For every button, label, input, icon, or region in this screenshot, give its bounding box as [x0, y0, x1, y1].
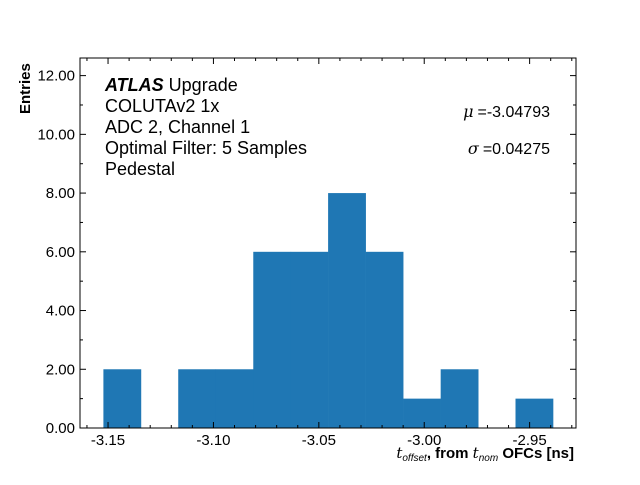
- histogram-bar: [290, 251, 329, 428]
- y-tick-label: 2.00: [46, 361, 75, 378]
- ticks: -3.15 -3.10 -3.05 -3.00 -2.95 0.00 2.00 4.00 6.0…: [37, 58, 576, 449]
- sigma-label: σ =0.04275: [468, 139, 550, 158]
- x-tick-label: -3.05: [302, 432, 336, 449]
- y-tick-label: 6.00: [46, 244, 75, 261]
- annotation-line: Pedestal: [105, 159, 175, 179]
- histogram-bar: [103, 369, 142, 428]
- mean-label: μ =-3.04793: [463, 102, 550, 121]
- x-tick-label: -2.95: [513, 432, 547, 449]
- atlas-label: ATLAS Upgrade: [104, 75, 238, 95]
- histogram-bar: [515, 398, 554, 428]
- histogram-bar: [328, 193, 366, 428]
- histogram-bar: [365, 251, 404, 428]
- x-tick-label: -3.10: [196, 432, 230, 449]
- annotation-line: ADC 2, Channel 1: [105, 117, 250, 137]
- x-tick-label: -3.00: [407, 432, 441, 449]
- annotation-line: COLUTAv2 1x: [105, 96, 219, 116]
- y-tick-label: 0.00: [46, 420, 75, 437]
- x-tick-label: -3.15: [91, 432, 125, 449]
- plot-frame: [79, 57, 577, 429]
- bars: [103, 193, 554, 428]
- y-tick-label: 8.00: [46, 185, 75, 202]
- histogram-bar: [178, 369, 217, 428]
- y-tick-label: 12.00: [37, 68, 75, 85]
- annotation-line: Optimal Filter: 5 Samples: [105, 138, 307, 158]
- y-tick-label: 4.00: [46, 303, 75, 320]
- histogram-bar: [253, 251, 292, 428]
- y-axis-label: Entries: [17, 63, 34, 114]
- histogram-bar: [215, 369, 254, 428]
- x-axis-label: toffset, from tnom OFCs [ns]: [396, 444, 574, 464]
- histogram-bar: [440, 369, 479, 428]
- y-tick-label: 10.00: [37, 126, 75, 143]
- histogram-bar: [403, 398, 441, 428]
